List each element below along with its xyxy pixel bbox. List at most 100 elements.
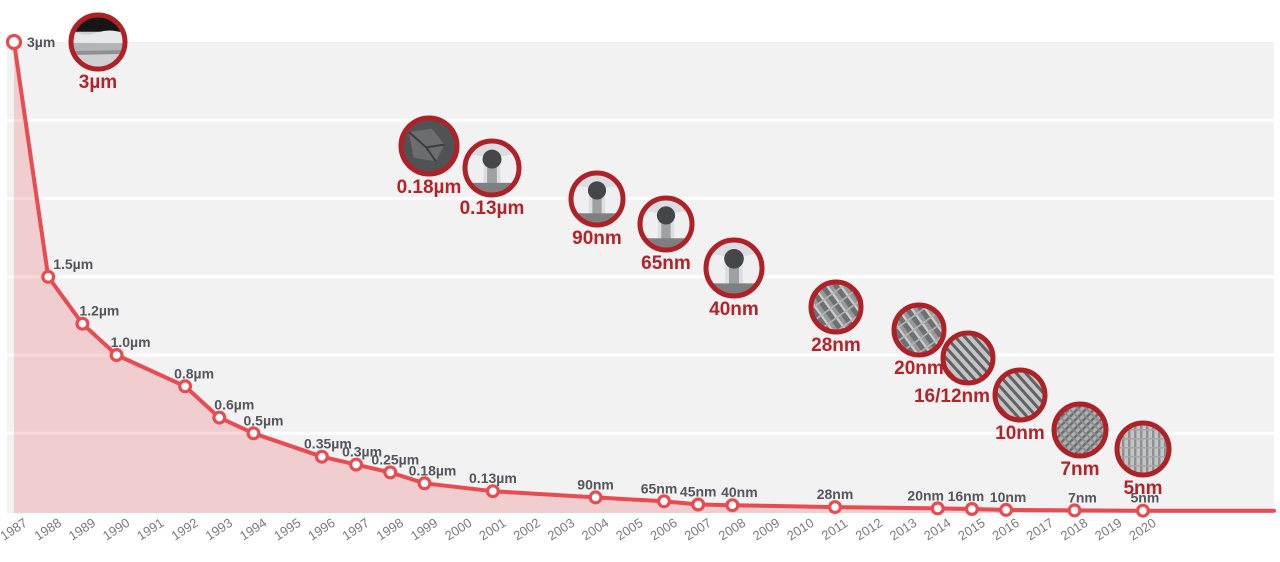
- point-label: 0.18µm: [409, 462, 457, 478]
- point-label: 90nm: [577, 476, 614, 492]
- year-label: 2005: [613, 515, 645, 543]
- year-label: 1998: [374, 515, 406, 543]
- year-label: 1999: [408, 515, 440, 543]
- year-label: 1987: [0, 515, 30, 543]
- year-label: 2010: [784, 515, 816, 543]
- milestone-ring: [68, 12, 128, 72]
- year-label: 2003: [545, 515, 577, 543]
- year-label: 1994: [237, 515, 269, 543]
- milestone-label: 40nm: [709, 299, 759, 320]
- point-label: 1.5µm: [53, 256, 93, 272]
- point-label: 3µm: [27, 34, 55, 50]
- data-point-0-6um: [212, 410, 227, 425]
- year-label: 1991: [134, 515, 166, 543]
- data-point-3um: [5, 33, 23, 51]
- point-label: 7nm: [1068, 489, 1097, 505]
- milestone-0-13um: 0.13µm: [460, 138, 525, 219]
- year-label: 2001: [476, 515, 508, 543]
- point-label: 0.3µm: [342, 444, 382, 460]
- data-point-1-5um: [41, 269, 56, 284]
- year-label: 2018: [1058, 515, 1090, 543]
- series-area: [14, 42, 1274, 513]
- year-label: 2007: [682, 515, 714, 543]
- year-label: 2019: [1092, 515, 1124, 543]
- milestone-3um: 3µm: [68, 12, 128, 93]
- data-point-1-2um: [75, 316, 90, 331]
- milestone-16-12nm: 16/12nm: [914, 330, 996, 407]
- x-axis-labels: 1987 1988 1989 1990 1991 1992 1993 1994 1995 1996…: [0, 515, 1159, 543]
- milestone-0-18um: 0.18µm: [397, 115, 462, 198]
- data-point-0-35um: [314, 449, 329, 464]
- year-label: 2002: [511, 515, 543, 543]
- milestone-label: 0.18µm: [397, 177, 462, 198]
- year-label: 1996: [305, 515, 337, 543]
- year-label: 2015: [955, 515, 987, 543]
- year-label: 2012: [853, 515, 885, 543]
- point-label: 0.35µm: [304, 436, 352, 452]
- data-point-5nm: [1135, 503, 1150, 518]
- data-point-0-3um: [349, 457, 364, 472]
- point-label: 10nm: [990, 489, 1027, 505]
- milestone-ring: [637, 195, 695, 253]
- milestone-ring: [703, 237, 765, 299]
- data-point-10nm: [999, 502, 1014, 517]
- data-point-0-25um: [383, 465, 398, 480]
- milestone-label: 0.13µm: [460, 198, 525, 219]
- milestone-ring: [808, 279, 864, 335]
- year-label: 2004: [579, 515, 611, 543]
- milestone-65nm: 65nm: [637, 195, 695, 274]
- point-label: 1.0µm: [111, 334, 151, 350]
- milestone-7nm: 7nm: [1051, 401, 1109, 480]
- year-label: 1990: [100, 515, 132, 543]
- milestone-label: 28nm: [811, 335, 861, 356]
- point-label: 0.5µm: [244, 412, 284, 428]
- year-label: 2014: [921, 515, 953, 543]
- milestone-ring: [462, 138, 522, 198]
- milestone-label: 65nm: [641, 253, 691, 274]
- milestone-ring: [891, 302, 947, 358]
- year-label: 1988: [32, 515, 64, 543]
- point-label: 45nm: [680, 484, 717, 500]
- milestone-90nm: 90nm: [568, 170, 626, 249]
- data-point-65nm: [656, 494, 671, 509]
- year-label: 1993: [203, 515, 235, 543]
- year-label: 1992: [168, 515, 200, 543]
- year-label: 1997: [339, 515, 371, 543]
- data-point-90nm: [588, 490, 603, 505]
- data-point-7nm: [1067, 503, 1082, 518]
- year-label: 2013: [887, 515, 919, 543]
- milestone-5nm: 5nm: [1114, 420, 1172, 499]
- year-label: 1989: [66, 515, 98, 543]
- data-point-0-13um: [485, 484, 500, 499]
- data-point-45nm: [691, 497, 706, 512]
- year-label: 2008: [716, 515, 748, 543]
- data-point-0-8um: [178, 379, 193, 394]
- point-label: 0.6µm: [214, 397, 254, 413]
- milestones: 3µm 0.18µm 0.13µm 90nm 65nm: [68, 12, 1172, 499]
- milestone-ring: [1114, 420, 1172, 478]
- milestone-ring: [398, 115, 460, 177]
- point-label: 5nm: [1131, 490, 1160, 506]
- milestone-ring: [992, 367, 1048, 423]
- year-label: 2020: [1126, 515, 1158, 543]
- year-label: 2016: [989, 515, 1021, 543]
- year-label: 2000: [442, 515, 474, 543]
- milestone-label: 10nm: [995, 423, 1045, 444]
- data-point-40nm: [725, 498, 740, 513]
- point-label: 0.25µm: [371, 451, 419, 467]
- year-label: 2009: [750, 515, 782, 543]
- data-point-16nm: [964, 502, 979, 517]
- year-label: 1995: [271, 515, 303, 543]
- point-label: 16nm: [948, 488, 985, 504]
- milestone-10nm: 10nm: [992, 367, 1048, 444]
- point-label: 20nm: [907, 487, 944, 503]
- milestone-label: 90nm: [572, 228, 622, 249]
- data-point-20nm: [930, 501, 945, 516]
- point-label: 65nm: [641, 480, 678, 496]
- data-point-28nm: [827, 500, 842, 515]
- point-label: 40nm: [721, 484, 758, 500]
- milestone-20nm: 20nm: [891, 302, 947, 379]
- data-points: 3µm1.5µm1.2µm1.0µm0.8µm0.6µm0.5µm0.35µm0…: [5, 33, 1160, 518]
